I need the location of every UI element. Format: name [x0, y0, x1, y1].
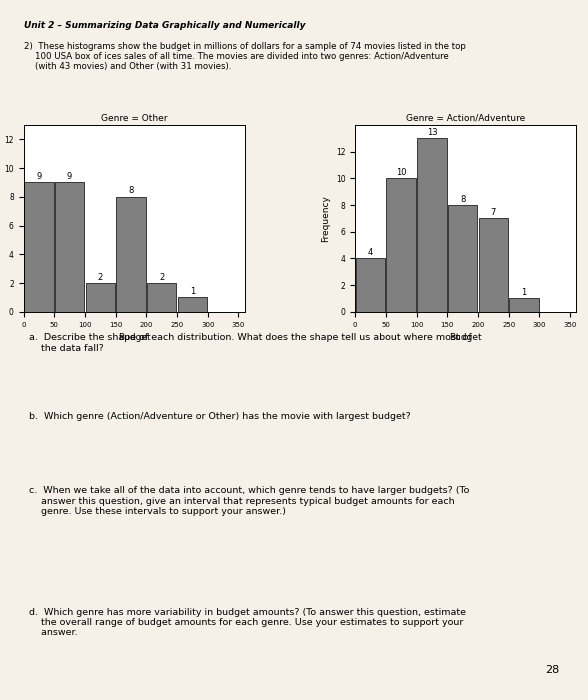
Text: 9: 9 [67, 172, 72, 181]
Text: 7: 7 [490, 208, 496, 217]
Text: 10: 10 [396, 168, 406, 177]
X-axis label: Budget: Budget [449, 333, 482, 342]
Text: 4: 4 [368, 248, 373, 257]
Y-axis label: Frequency: Frequency [321, 195, 330, 241]
Bar [509, 298, 539, 312]
Bar [356, 258, 385, 312]
Text: 8: 8 [128, 186, 133, 195]
Text: 1: 1 [522, 288, 527, 297]
Bar [448, 205, 477, 312]
Bar [85, 283, 115, 312]
Text: 13: 13 [427, 128, 437, 137]
Text: a.  Describe the shape of each distribution. What does the shape tell us about w: a. Describe the shape of each distributi… [29, 333, 472, 353]
Bar [116, 197, 146, 312]
Text: d.  Which genre has more variability in budget amounts? (To answer this question: d. Which genre has more variability in b… [29, 608, 466, 638]
Bar [178, 298, 207, 312]
Text: 2)  These histograms show the budget in millions of dollars for a sample of 74 m: 2) These histograms show the budget in m… [24, 41, 465, 71]
Text: b.  Which genre (Action/Adventure or Other) has the movie with largest budget?: b. Which genre (Action/Adventure or Othe… [29, 412, 411, 421]
Text: 28: 28 [546, 666, 560, 675]
X-axis label: Budget: Budget [118, 333, 151, 342]
Text: 8: 8 [460, 195, 465, 204]
Bar [55, 183, 84, 312]
Bar [147, 283, 176, 312]
Bar [386, 178, 416, 312]
Text: 9: 9 [36, 172, 42, 181]
Bar [479, 218, 508, 312]
Title: Genre = Action/Adventure: Genre = Action/Adventure [406, 114, 525, 122]
Bar [24, 183, 54, 312]
Bar [417, 139, 447, 312]
Text: Unit 2 – Summarizing Data Graphically and Numerically: Unit 2 – Summarizing Data Graphically an… [24, 21, 305, 30]
Text: 2: 2 [159, 272, 164, 281]
Text: c.  When we take all of the data into account, which genre tends to have larger : c. When we take all of the data into acc… [29, 486, 469, 516]
Title: Genre = Other: Genre = Other [101, 114, 168, 122]
Text: 2: 2 [98, 272, 103, 281]
Text: 1: 1 [190, 287, 195, 296]
